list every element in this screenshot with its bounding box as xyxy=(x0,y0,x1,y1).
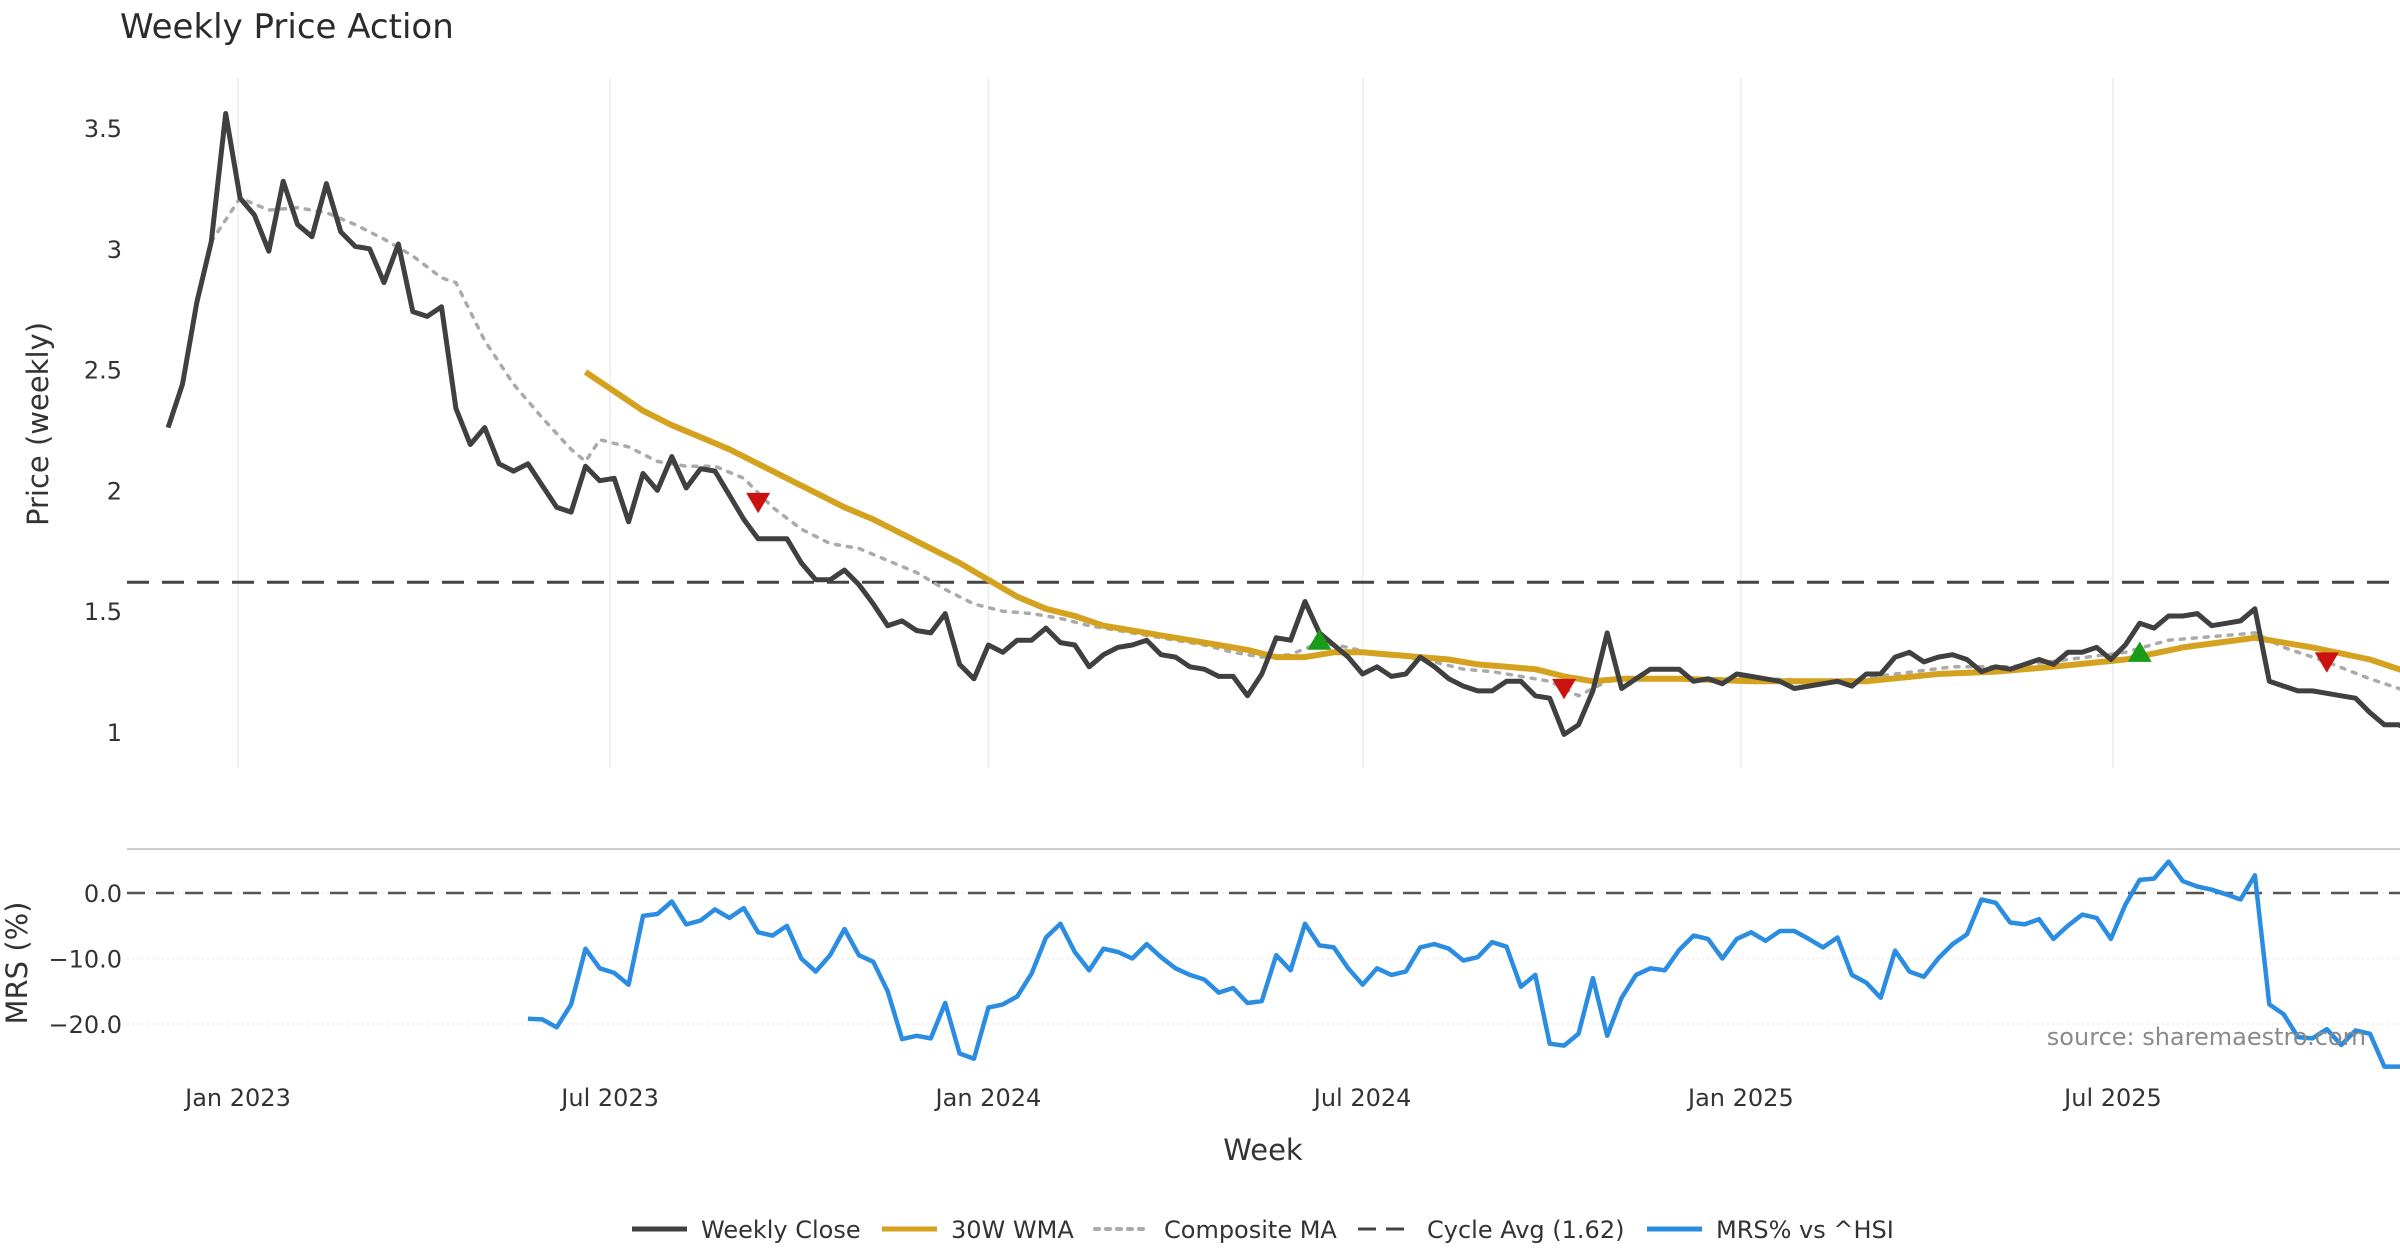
wma-30w-line xyxy=(583,369,2400,685)
price-y-tick-label: 1 xyxy=(107,719,122,747)
mrs-y-tick-label: −20.0 xyxy=(48,1011,122,1039)
x-tick-label: Jan 2024 xyxy=(934,1084,1042,1112)
mrs-panel-grid xyxy=(127,892,2400,1025)
legend-label-comp: Composite MA xyxy=(1164,1216,1337,1244)
mrs-y-tick-label: 0.0 xyxy=(84,880,122,908)
price-panel-grid xyxy=(237,78,2114,768)
mrs-line xyxy=(527,859,2400,1069)
x-tick-label: Jan 2025 xyxy=(1686,1084,1794,1112)
legend: Weekly Close 30W WMA Composite MA Cycle Avg… xyxy=(632,1216,1894,1244)
price-y-tick-label: 2 xyxy=(107,477,122,505)
price-y-axis-label: Price (weekly) xyxy=(21,322,55,526)
buy-signal-marker xyxy=(2127,641,2152,662)
x-axis-label: Week xyxy=(1223,1133,1303,1167)
composite-ma-line xyxy=(209,195,2400,698)
mrs-y-ticks: 0.0 −10.0 −20.0 xyxy=(48,880,122,1039)
chart-title: Weekly Price Action xyxy=(120,7,454,47)
mrs-y-tick-label: −10.0 xyxy=(48,946,122,974)
price-y-ticks: 3.5 3 2.5 2 1.5 1 xyxy=(84,115,122,747)
price-y-tick-label: 3 xyxy=(107,236,122,264)
price-y-tick-label: 2.5 xyxy=(84,357,122,385)
mrs-y-axis-label: MRS (%) xyxy=(0,902,34,1025)
price-y-tick-label: 1.5 xyxy=(84,598,122,626)
buy-signal-marker xyxy=(1307,629,1332,650)
sell-signal-marker xyxy=(746,492,771,514)
x-tick-label: Jul 2023 xyxy=(559,1084,659,1112)
x-tick-label: Jul 2024 xyxy=(1312,1084,1412,1112)
x-tick-label: Jul 2025 xyxy=(2062,1084,2162,1112)
sell-signal-marker xyxy=(2314,652,2339,673)
legend-label-wma: 30W WMA xyxy=(951,1216,1074,1244)
source-text: source: sharemaestro.com xyxy=(2047,1023,2366,1051)
signal-markers xyxy=(746,492,2339,700)
sell-signal-marker xyxy=(1552,678,1577,700)
weekly-close-line xyxy=(165,111,2400,737)
price-y-tick-label: 3.5 xyxy=(84,115,122,143)
x-tick-label: Jan 2023 xyxy=(183,1084,291,1112)
legend-label-close: Weekly Close xyxy=(701,1216,861,1244)
x-ticks: Jan 2023 Jul 2023 Jan 2024 Jul 2024 Jan 2025… xyxy=(183,1084,2162,1112)
legend-label-mrs: MRS% vs ^HSI xyxy=(1716,1216,1894,1244)
legend-label-cycle: Cycle Avg (1.62) xyxy=(1427,1216,1624,1244)
